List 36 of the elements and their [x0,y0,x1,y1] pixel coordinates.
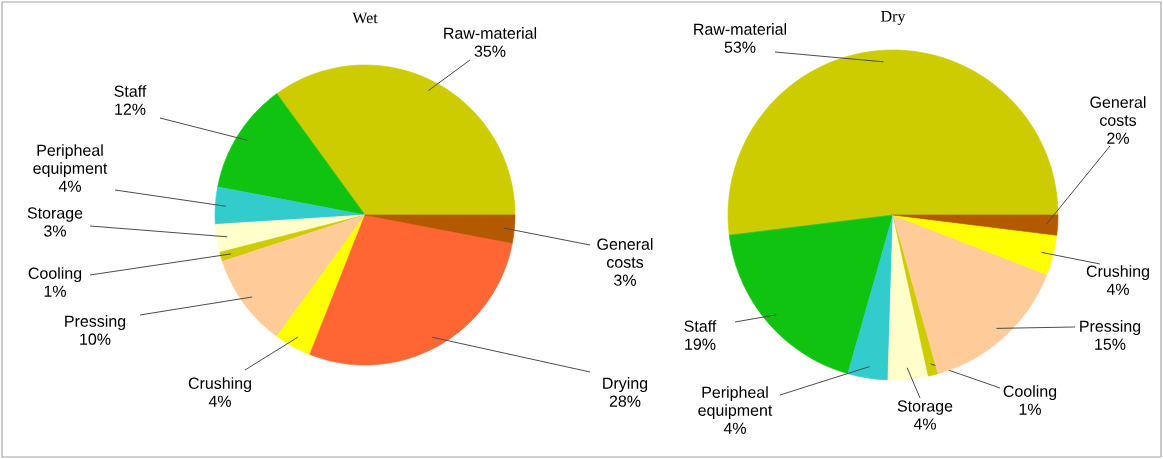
slice-label: General costs [1090,96,1146,126]
data-label: 3% [44,225,66,237]
chart-title: Dry [881,11,906,25]
slice-label: Pressing [65,315,126,331]
data-label: 1% [44,285,66,297]
data-label: 4% [58,180,81,192]
data-label: 10% [80,333,111,345]
slice-label: Raw-material [694,23,787,35]
data-label: 4% [723,422,746,434]
slice-label: Cooling [28,267,82,283]
slice-label: Storage [897,400,953,415]
data-label: 4% [208,395,231,407]
slice-label: Raw-material [444,27,537,39]
slice-label: General costs [597,238,653,268]
slice-label: Crushing [1086,265,1149,281]
data-label: 53% [724,41,756,53]
slice-label: Peripheal equipment [698,386,773,420]
chart-title: Wet [352,12,378,24]
slice-label: Drying [603,377,648,393]
slice-label: Pressing [1080,320,1141,336]
data-label: 35% [474,45,506,57]
data-label: 1% [1019,403,1041,415]
slice-label: Peripheal equipment [33,144,108,178]
slice-label: Staff [684,320,717,332]
data-label: 2% [1107,132,1129,144]
slice-label: Cooling [1003,385,1057,401]
data-label: 4% [913,418,936,430]
data-label: 3% [614,274,636,286]
data-label: 4% [1106,283,1129,295]
slice-label: Crushing [188,377,251,393]
data-label: 28% [609,395,641,407]
data-label: 12% [115,103,146,115]
data-label: 15% [1095,338,1126,350]
slice-label: Staff [114,85,147,97]
data-label: 19% [685,338,716,350]
slice-label: Storage [27,207,83,222]
